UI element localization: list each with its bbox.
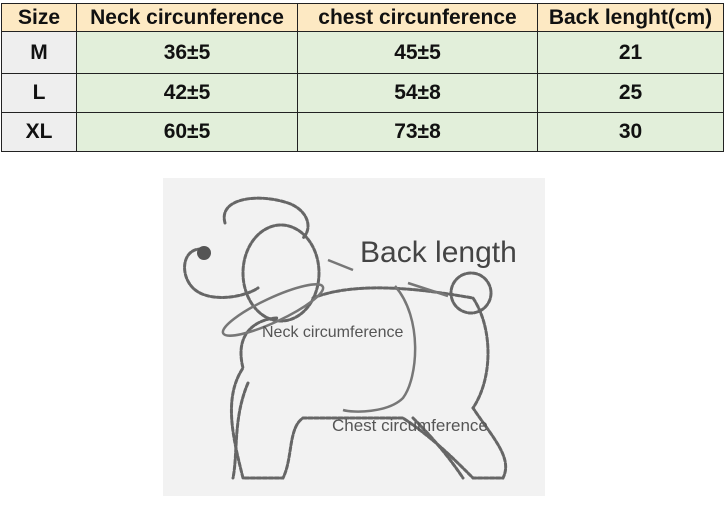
- back-length-label: Back length: [360, 236, 517, 269]
- neck-cell: 36±5: [76, 31, 298, 74]
- size-cell: L: [1, 73, 77, 113]
- neck-circumference-label: Neck circumference: [262, 324, 404, 341]
- size-chart-table: Size Neck circunference chest circunfere…: [1, 3, 724, 152]
- neck-cell: 60±5: [76, 112, 298, 152]
- header-chest: chest circunference: [297, 3, 538, 32]
- table-row: XL 60±5 73±8 30: [1, 112, 724, 152]
- chest-cell: 45±5: [297, 31, 538, 74]
- header-size: Size: [1, 3, 77, 32]
- dog-illustration: [183, 196, 508, 480]
- size-cell: M: [1, 31, 77, 74]
- header-neck: Neck circunference: [76, 3, 298, 32]
- dog-nose: [197, 246, 211, 260]
- dog-measurement-diagram: Back length Neck circumference Chest cir…: [163, 178, 545, 496]
- chest-circumference-label: Chest circumference: [332, 416, 488, 435]
- table-row: M 36±5 45±5 21: [1, 31, 724, 74]
- chest-cell: 73±8: [297, 112, 538, 152]
- chest-cell: 54±8: [297, 73, 538, 113]
- back-cell: 25: [537, 73, 724, 113]
- back-cell: 30: [537, 112, 724, 152]
- back-cell: 21: [537, 31, 724, 74]
- header-row: Size Neck circunference chest circunfere…: [1, 3, 724, 32]
- neck-cell: 42±5: [76, 73, 298, 113]
- size-cell: XL: [1, 112, 77, 152]
- table-row: L 42±5 54±8 25: [1, 73, 724, 113]
- header-back: Back lenght(cm): [537, 3, 724, 32]
